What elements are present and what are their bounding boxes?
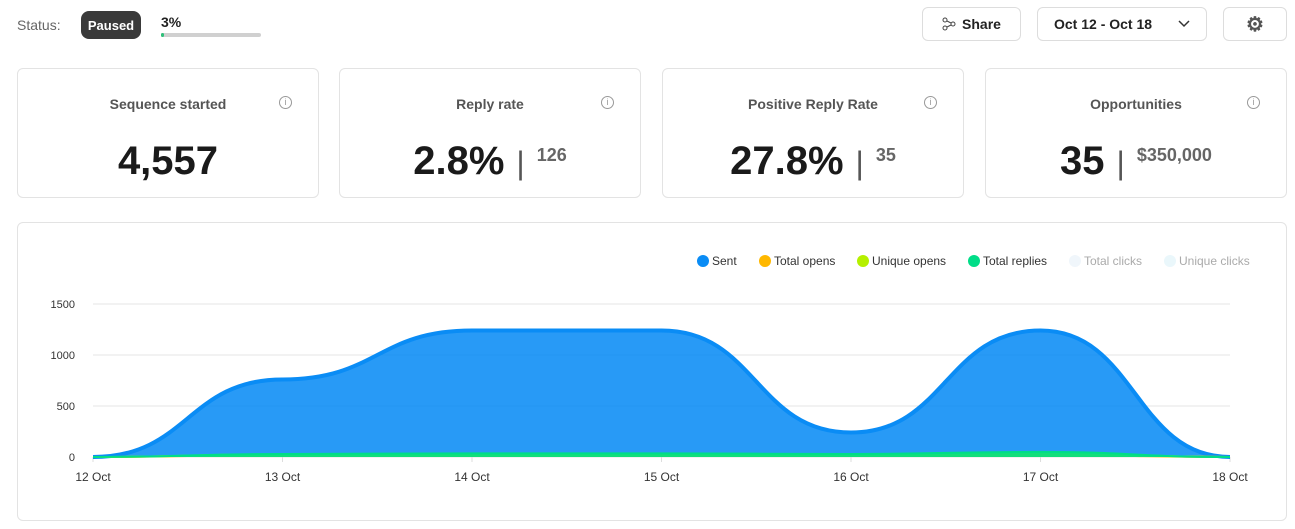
y-tick-label: 500 [57,401,75,413]
legend-label: Sent [712,254,737,268]
share-label: Share [962,16,1001,32]
legend-item[interactable]: Total replies [968,254,1047,268]
x-tick-label: 16 Oct [833,470,869,484]
separator: | [1116,145,1125,181]
separator: | [855,145,864,181]
progress-text: 3% [161,14,182,30]
card-title: Positive Reply Rate [748,96,878,112]
card-value: 4,557 [117,139,219,183]
share-icon [942,17,956,31]
info-icon[interactable]: i [601,96,614,109]
y-tick-label: 1500 [51,299,75,311]
legend-dot-icon [968,255,980,267]
metric-card: Reply rate i 2.8% | 126 [339,68,641,198]
gear-icon: ⚙ [1246,13,1264,36]
x-tick-label: 15 Oct [644,470,680,484]
legend-label: Total replies [983,254,1047,268]
line-sent [92,328,1231,459]
card-subvalue: $350,000 [1136,144,1212,165]
legend-label: Total clicks [1084,254,1142,268]
card-title: Reply rate [456,96,524,112]
card-value: 2.8% [413,139,505,183]
settings-button[interactable]: ⚙ [1223,7,1287,41]
chart-panel [17,222,1287,521]
legend-label: Total opens [774,254,835,268]
legend-item[interactable]: Unique opens [857,254,946,268]
info-icon[interactable]: i [1247,96,1260,109]
status-label: Status: [17,17,61,33]
chevron-down-icon [1178,20,1190,28]
legend-dot-icon [697,255,709,267]
separator: | [516,145,525,181]
legend-item[interactable]: Unique clicks [1164,254,1250,268]
info-icon[interactable]: i [924,96,937,109]
x-tick-label: 17 Oct [1023,470,1059,484]
card-value: 35 [1060,139,1105,183]
y-tick-label: 0 [69,452,75,464]
x-tick-label: 14 Oct [454,470,490,484]
card-subvalue: 35 [875,144,896,165]
x-tick-label: 13 Oct [265,470,301,484]
card-title: Opportunities [1090,96,1182,112]
card-value: 27.8% [730,139,844,183]
legend-label: Unique clicks [1179,254,1250,268]
legend-item[interactable]: Total clicks [1069,254,1142,268]
status-badge: Paused [81,11,141,39]
line-total-replies [92,450,1231,458]
x-tick-label: 18 Oct [1212,470,1248,484]
legend-dot-icon [857,255,869,267]
legend-item[interactable]: Sent [697,254,737,268]
metric-card: Opportunities i 35 | $350,000 [985,68,1287,198]
x-tick-label: 12 Oct [75,470,111,484]
legend-dot-icon [1164,255,1176,267]
info-icon[interactable]: i [279,96,292,109]
legend-dot-icon [759,255,771,267]
metric-card: Sequence started i 4,557 [17,68,319,198]
area-sent [93,330,1230,457]
legend-item[interactable]: Total opens [759,254,835,268]
metric-card: Positive Reply Rate i 27.8% | 35 [662,68,964,198]
progress-bar [161,33,261,37]
legend-dot-icon [1069,255,1081,267]
share-button[interactable]: Share [922,7,1021,41]
card-subvalue: 126 [536,144,567,165]
card-title: Sequence started [109,96,227,112]
legend-label: Unique opens [872,254,946,268]
y-tick-label: 1000 [51,350,75,362]
date-range-value: Oct 12 - Oct 18 [1054,16,1153,32]
date-range-select[interactable]: Oct 12 - Oct 18 [1037,7,1207,41]
